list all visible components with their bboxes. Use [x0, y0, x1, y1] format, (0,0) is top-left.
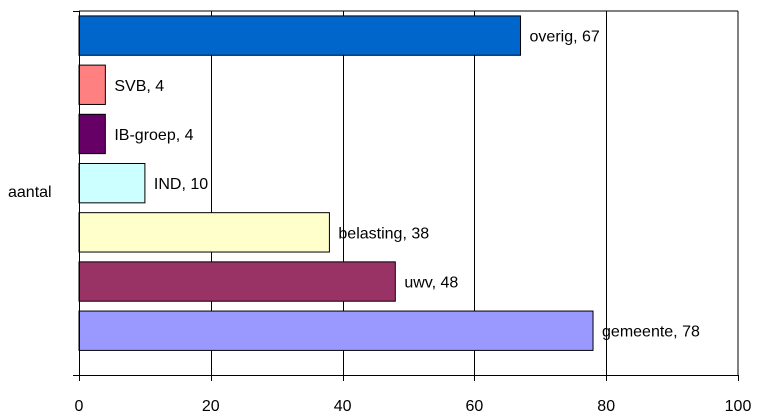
x-tick-label: 100: [725, 398, 752, 415]
x-tick-label: 40: [334, 398, 352, 415]
bar-gemeente: [78, 310, 594, 351]
bar-ib-groep: [78, 113, 106, 155]
data-label: gemeente, 78: [602, 324, 700, 341]
x-tick-label: 60: [466, 398, 484, 415]
data-label: IB-groep, 4: [114, 127, 193, 144]
data-labels: gemeente, 78 uwv, 48 belasting, 38 IND, 10 I…: [114, 29, 700, 341]
data-label: SVB, 4: [114, 78, 164, 95]
bar-overig: [78, 15, 522, 56]
gridlines: [79, 10, 739, 375]
data-label: uwv, 48: [404, 275, 458, 292]
bar-belasting: [78, 212, 330, 253]
y-axis-label: aantal: [8, 184, 52, 201]
bar-svb: [78, 64, 106, 105]
bar-ind: [78, 162, 146, 204]
data-label: overig, 67: [530, 29, 600, 46]
data-label: belasting, 38: [338, 225, 429, 242]
data-label: IND, 10: [154, 176, 208, 193]
bars: [78, 15, 594, 351]
axes: aantal: [8, 11, 739, 381]
x-tick-labels: 0 20 40 60 80 100: [75, 398, 752, 415]
x-tick-label: 20: [202, 398, 220, 415]
bar-uwv: [78, 261, 396, 302]
x-tick-label: 0: [75, 398, 84, 415]
x-tick-label: 80: [597, 398, 615, 415]
